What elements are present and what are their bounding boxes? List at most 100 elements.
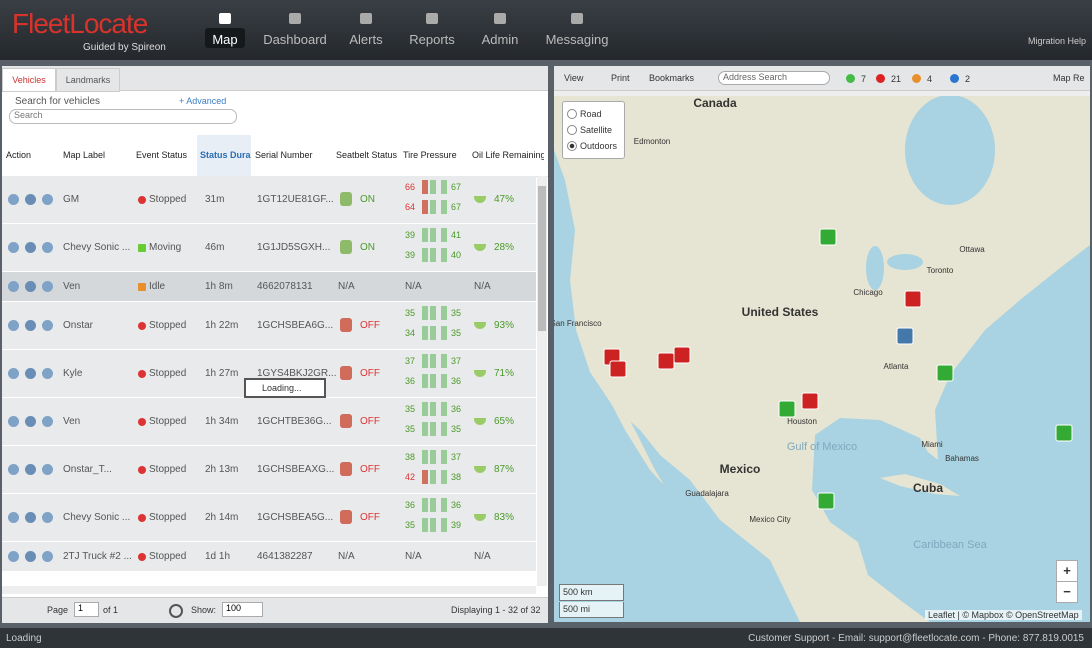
refresh[interactable]: [169, 604, 183, 618]
toolbar-button[interactable]: Bookmarks: [649, 73, 695, 83]
toolbar-button[interactable]: View: [564, 73, 584, 83]
show-select[interactable]: 100: [222, 602, 263, 617]
count-icon: [876, 74, 885, 83]
action-icon[interactable]: [25, 464, 36, 475]
tire-pressure: 35: [451, 308, 462, 318]
vehicle-marker[interactable]: [896, 327, 914, 345]
action-icon[interactable]: [42, 194, 53, 205]
nav-item[interactable]: Map: [212, 32, 238, 47]
pager-label: Page: [47, 605, 69, 615]
action-icon[interactable]: [25, 368, 36, 379]
nav-item[interactable]: Reports: [409, 32, 455, 47]
action-icon[interactable]: [42, 320, 53, 331]
column-header[interactable]: Oil Life Remaining: [472, 150, 544, 160]
vehicle-marker[interactable]: [609, 360, 627, 378]
vehicle-marker[interactable]: [817, 492, 835, 510]
tire-graphic: [422, 354, 428, 368]
scroll-thumb[interactable]: [538, 186, 546, 331]
tab[interactable]: Landmarks: [56, 68, 120, 92]
action-icon[interactable]: [42, 551, 53, 562]
tire-graphic: [422, 248, 428, 262]
advanced-link[interactable]: + Advanced: [179, 96, 227, 106]
footer: [0, 628, 1092, 648]
vehicle-marker[interactable]: [936, 364, 954, 382]
action-icon[interactable]: [25, 242, 36, 253]
action-icon[interactable]: [25, 281, 36, 292]
page-input[interactable]: 1: [74, 602, 99, 617]
vehicle-marker[interactable]: [904, 290, 922, 308]
layer-option[interactable]: Road: [580, 109, 602, 119]
action-icon[interactable]: [42, 242, 53, 253]
vehicle-marker[interactable]: [673, 346, 691, 364]
header: [0, 0, 1092, 60]
action-icon[interactable]: [25, 194, 36, 205]
nav-item[interactable]: Messaging: [545, 32, 609, 47]
tire-pressure: 35: [405, 404, 416, 414]
oil-life: 87%: [494, 464, 515, 475]
action-icon[interactable]: [42, 416, 53, 427]
count[interactable]: 21: [891, 74, 902, 84]
action-icon[interactable]: [8, 194, 19, 205]
nav-item[interactable]: Admin: [481, 32, 519, 47]
count[interactable]: 7: [861, 74, 867, 84]
tire-graphic: [441, 450, 447, 464]
toolbar-button[interactable]: Print: [611, 73, 630, 83]
seatbelt-status: OFF: [360, 368, 380, 379]
table-row: [2, 224, 536, 272]
nav-item[interactable]: Alerts: [349, 32, 383, 47]
action-icon[interactable]: [25, 551, 36, 562]
action-icon[interactable]: [8, 368, 19, 379]
action-icon[interactable]: [42, 281, 53, 292]
vehicle-marker[interactable]: [819, 228, 837, 246]
radio[interactable]: [567, 109, 577, 119]
layer-option[interactable]: Outdoors: [580, 141, 618, 151]
column-header[interactable]: Action: [6, 150, 32, 160]
column-header[interactable]: Status Dura: [200, 150, 251, 160]
column-header[interactable]: Tire Pressure: [403, 150, 457, 160]
radio[interactable]: [567, 141, 577, 151]
oil-icon: [474, 514, 486, 521]
vehicle-marker[interactable]: [778, 400, 796, 418]
tire-pressure: 36: [405, 376, 416, 386]
zoom-button[interactable]: −: [1056, 581, 1078, 603]
action-icon[interactable]: [8, 242, 19, 253]
map-label: United States: [742, 305, 819, 319]
status-icon: [138, 370, 146, 378]
map-label: Ottawa: [959, 245, 985, 254]
address-search[interactable]: Address Search: [718, 71, 830, 85]
action-icon[interactable]: [25, 512, 36, 523]
action-icon[interactable]: [8, 464, 19, 475]
action-icon[interactable]: [8, 416, 19, 427]
zoom-button[interactable]: +: [1056, 560, 1078, 582]
layer-option[interactable]: Satellite: [580, 125, 613, 135]
action-icon[interactable]: [42, 512, 53, 523]
column-header[interactable]: Seatbelt Status: [336, 150, 398, 160]
tab[interactable]: Vehicles: [2, 68, 56, 92]
search-box[interactable]: Search: [9, 109, 237, 124]
action-icon[interactable]: [8, 320, 19, 331]
tire-graphic: [422, 498, 428, 512]
action-icon[interactable]: [42, 464, 53, 475]
action-icon[interactable]: [42, 368, 53, 379]
map[interactable]: Canada Edmonton United States Mexico Cuba Chi…: [554, 96, 1090, 622]
map-reports[interactable]: Map Re: [1053, 73, 1085, 83]
column-header[interactable]: Map Label: [63, 150, 106, 160]
seatbelt-status: ON: [360, 242, 375, 253]
column-header[interactable]: Serial Number: [255, 150, 313, 160]
radio[interactable]: [567, 125, 577, 135]
vehicle-marker[interactable]: [801, 392, 819, 410]
vehicle-marker[interactable]: [657, 352, 675, 370]
action-icon[interactable]: [8, 551, 19, 562]
action-icon[interactable]: [8, 281, 19, 292]
count[interactable]: 4: [927, 74, 933, 84]
action-icon[interactable]: [8, 512, 19, 523]
count[interactable]: 2: [965, 74, 971, 84]
nav-item[interactable]: Dashboard: [263, 32, 327, 47]
oil-life: 47%: [494, 194, 515, 205]
help-link[interactable]: Migration Help: [1028, 36, 1087, 46]
vehicle-marker[interactable]: [1055, 424, 1073, 442]
column-header[interactable]: Event Status: [136, 150, 188, 160]
action-icon[interactable]: [25, 416, 36, 427]
cuba: [880, 474, 960, 496]
action-icon[interactable]: [25, 320, 36, 331]
